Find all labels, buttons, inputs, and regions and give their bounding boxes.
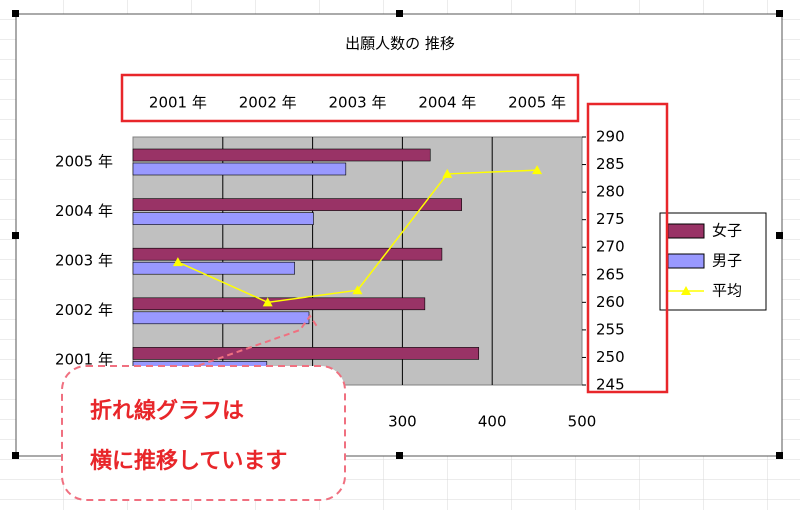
top-category-label: 2002 年 <box>239 94 297 112</box>
highlight-right-axis <box>586 102 669 394</box>
y2-tick-label: 255 <box>596 320 625 338</box>
bar <box>132 162 347 176</box>
y2-tick-label: 290 <box>596 128 625 146</box>
top-category-label: 2005 年 <box>508 94 566 112</box>
y2-tick-label: 245 <box>596 376 625 394</box>
bar <box>132 247 443 261</box>
y2-tick-label: 280 <box>596 183 625 201</box>
bar <box>132 311 310 325</box>
legend-label: 男子 <box>712 252 742 270</box>
y-tick-label: 2002 年 <box>55 301 113 319</box>
handles <box>12 10 783 459</box>
marker <box>532 165 543 175</box>
y-tick-label: 2003 年 <box>55 252 113 270</box>
y2-tick-label: 260 <box>596 293 625 311</box>
marker <box>442 168 453 178</box>
y2-tick-label: 250 <box>596 348 625 366</box>
marker <box>352 285 363 295</box>
legend-swatch <box>681 286 691 295</box>
y2-tick-label: 265 <box>596 265 625 283</box>
y-tick-label: 2001 年 <box>55 351 113 369</box>
x-tick-label: 500 <box>568 413 597 431</box>
legend-label: 平均 <box>712 282 742 300</box>
y2-tick-label: 285 <box>596 155 625 173</box>
bar <box>132 261 295 275</box>
callout <box>61 365 346 501</box>
y2-tick-label: 270 <box>596 238 625 256</box>
bar <box>132 148 431 162</box>
legend-label: 女子 <box>712 222 742 240</box>
x-tick-label: 400 <box>478 413 507 431</box>
top-category-label: 2001 年 <box>149 94 207 112</box>
highlight-top-axis <box>120 73 580 123</box>
marker <box>172 257 183 267</box>
plot-area <box>132 136 583 386</box>
top-category-label: 2003 年 <box>329 94 387 112</box>
bar <box>132 297 426 311</box>
legend-swatch <box>667 253 705 269</box>
callout-pointer <box>179 314 319 373</box>
annotation: 折れ線グラフは <box>90 398 244 424</box>
marker <box>262 297 273 307</box>
bar <box>132 198 462 211</box>
y-tick-label: 2004 年 <box>55 202 113 220</box>
top-category-label: 2004 年 <box>418 94 476 112</box>
y2-tick-label: 275 <box>596 210 625 228</box>
bar <box>132 347 480 360</box>
y-tick-label: 2005 年 <box>55 152 113 170</box>
chart-title: 出願人数の 推移 <box>345 35 455 53</box>
legend-swatch <box>667 223 705 239</box>
x-tick-label: 300 <box>388 413 417 431</box>
annotation: 横に推移しています <box>90 448 287 474</box>
bar <box>132 212 314 225</box>
